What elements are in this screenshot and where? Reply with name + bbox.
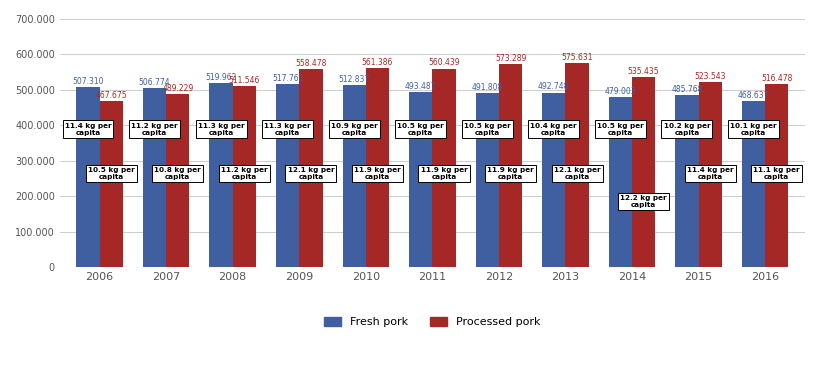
Bar — [166, 94, 189, 267]
Bar — [432, 69, 455, 267]
Text: 11.2 kg per
capita: 11.2 kg per capita — [131, 123, 178, 135]
Bar — [409, 92, 432, 267]
Bar — [475, 93, 498, 267]
Text: 519.962: 519.962 — [206, 73, 237, 82]
Bar — [541, 92, 565, 267]
Text: 12.1 kg per
capita: 12.1 kg per capita — [287, 167, 334, 180]
Text: 11.2 kg per
capita: 11.2 kg per capita — [221, 167, 267, 180]
Text: 516.478: 516.478 — [760, 74, 791, 83]
Text: 507.310: 507.310 — [72, 77, 104, 86]
Text: 10.9 kg per
capita: 10.9 kg per capita — [330, 123, 377, 135]
Text: 12.1 kg per
capita: 12.1 kg per capita — [553, 167, 600, 180]
Bar — [674, 95, 698, 267]
Text: 523.543: 523.543 — [694, 72, 725, 81]
Bar — [209, 83, 233, 267]
Text: 561.386: 561.386 — [361, 58, 392, 67]
Text: 10.4 kg per
capita: 10.4 kg per capita — [530, 123, 577, 135]
Text: 11.4 kg per
capita: 11.4 kg per capita — [686, 167, 733, 180]
Bar — [631, 77, 654, 267]
Bar — [100, 101, 123, 267]
Text: 560.439: 560.439 — [428, 58, 459, 67]
Text: 485.768: 485.768 — [671, 85, 702, 94]
Text: 10.5 kg per
capita: 10.5 kg per capita — [596, 123, 643, 135]
Text: 517.761: 517.761 — [272, 74, 303, 83]
Text: 11.4 kg per
capita: 11.4 kg per capita — [65, 123, 111, 135]
Bar — [565, 63, 588, 267]
Text: 11.1 kg per
capita: 11.1 kg per capita — [753, 167, 799, 180]
Bar — [698, 82, 721, 267]
Text: 11.9 kg per
capita: 11.9 kg per capita — [420, 167, 467, 180]
Text: 479.003: 479.003 — [604, 87, 636, 97]
Text: 489.229: 489.229 — [162, 84, 193, 93]
Text: 10.2 kg per
capita: 10.2 kg per capita — [663, 123, 709, 135]
Bar — [233, 86, 256, 267]
Text: 511.546: 511.546 — [229, 76, 260, 85]
Text: 10.1 kg per
capita: 10.1 kg per capita — [729, 123, 776, 135]
Bar — [764, 84, 787, 267]
Bar — [143, 87, 166, 267]
Bar — [741, 101, 764, 267]
Text: 467.675: 467.675 — [95, 91, 127, 100]
Text: 11.9 kg per
capita: 11.9 kg per capita — [354, 167, 400, 180]
Text: 491.808: 491.808 — [471, 83, 502, 92]
Text: 11.3 kg per
capita: 11.3 kg per capita — [264, 123, 310, 135]
Bar — [365, 68, 389, 267]
Bar — [608, 97, 631, 267]
Text: 492.748: 492.748 — [537, 83, 569, 92]
Text: 11.9 kg per
capita: 11.9 kg per capita — [486, 167, 533, 180]
Text: 493.487: 493.487 — [405, 82, 436, 91]
Legend: Fresh pork, Processed pork: Fresh pork, Processed pork — [319, 312, 544, 331]
Text: 11.3 kg per
capita: 11.3 kg per capita — [197, 123, 244, 135]
Text: 558.478: 558.478 — [295, 59, 326, 68]
Bar — [299, 69, 322, 267]
Text: 468.637: 468.637 — [737, 91, 768, 100]
Text: 10.5 kg per
capita: 10.5 kg per capita — [397, 123, 444, 135]
Bar — [276, 84, 299, 267]
Bar — [498, 64, 522, 267]
Text: 10.8 kg per
capita: 10.8 kg per capita — [154, 167, 201, 180]
Text: 506.774: 506.774 — [138, 78, 170, 86]
Text: 575.631: 575.631 — [561, 53, 592, 62]
Text: 512.837: 512.837 — [338, 75, 369, 84]
Text: 10.5 kg per
capita: 10.5 kg per capita — [464, 123, 510, 135]
Bar — [342, 86, 365, 267]
Text: 12.2 kg per
capita: 12.2 kg per capita — [619, 195, 666, 208]
Text: 573.289: 573.289 — [494, 54, 526, 63]
Bar — [76, 87, 100, 267]
Text: 10.5 kg per
capita: 10.5 kg per capita — [88, 167, 134, 180]
Text: 535.435: 535.435 — [627, 67, 658, 76]
